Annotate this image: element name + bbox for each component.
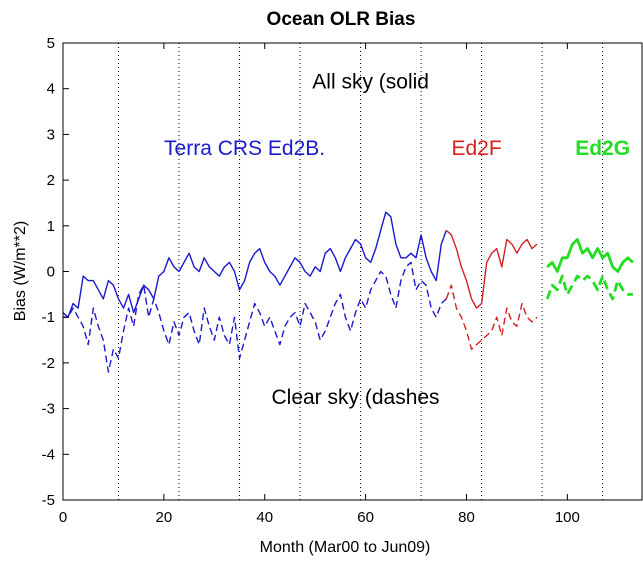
series-line-ed2f [445,229,538,309]
plot-frame [62,42,643,501]
series-line-terra-crs-ed2b [63,211,447,318]
series-lines [62,211,634,373]
y-tick-label: 5 [47,35,55,52]
y-tick-label: 4 [47,81,55,98]
y-axis-label: Bias (W/m**2) [12,221,29,321]
annotation-label: Clear sky (dashes [271,386,439,409]
y-tick-label: -1 [42,309,55,326]
y-tick-label: -3 [42,401,55,418]
annotation-label: Ed2F [451,137,501,160]
x-tick-label: 60 [357,509,374,526]
annotation-label: Terra CRS Ed2B. [164,137,325,160]
annotations: All sky (solid Clear sky (dashes Terra CRS… [164,71,630,409]
y-tick-label: -2 [42,355,55,372]
x-tick-label: 40 [256,509,273,526]
series-line-ed2g [546,238,634,273]
y-tick-label: 0 [47,264,55,281]
y-tick-label: 2 [47,172,55,189]
series-line-terra-crs-ed2b-clear [62,261,447,373]
x-tick-label: 0 [59,509,67,526]
y-tick-label: -5 [42,492,55,509]
x-tick-label: 20 [156,509,173,526]
month-year-markers [117,43,604,500]
annotation-label: All sky (solid [312,71,429,94]
series-line-ed2g-clear [545,274,633,301]
chart-title: Ocean OLR Bias [267,9,416,30]
x-axis-label: Month (Mar00 to Jun09) [260,539,431,556]
x-axis-ticks: 0 20 40 60 80 100 [59,43,580,526]
annotation-label: Ed2G [575,137,630,160]
y-tick-label: -4 [42,446,55,463]
series-line-ed2f-clear [445,284,538,350]
x-tick-label: 80 [458,509,475,526]
y-tick-label: 1 [47,218,55,235]
x-tick-label: 100 [555,509,580,526]
y-axis-ticks: -5 -4 -3 -2 -1 0 1 2 3 4 5 [42,35,69,509]
y-tick-label: 3 [47,126,55,143]
